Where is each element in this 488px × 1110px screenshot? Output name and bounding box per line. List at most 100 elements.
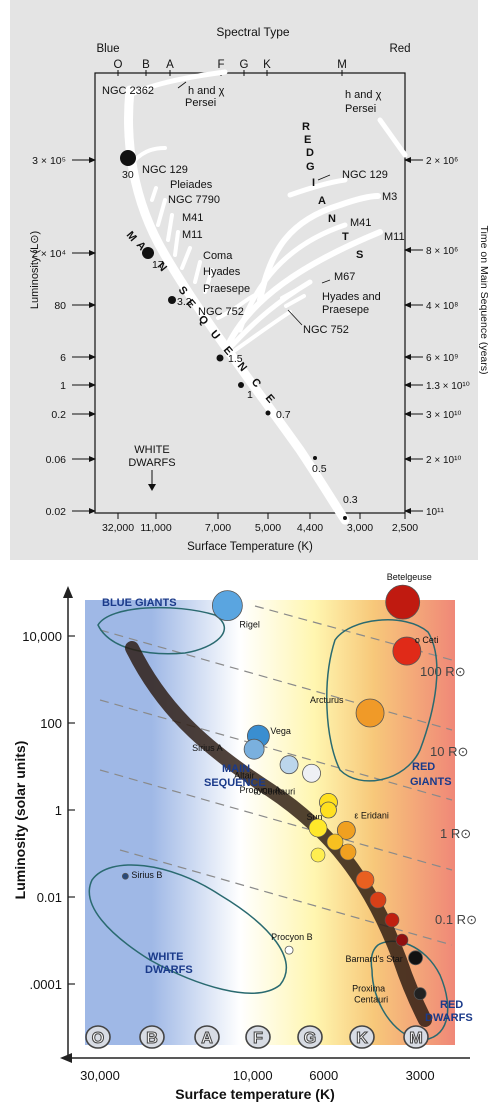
radius-line-2 — [99, 699, 453, 801]
spectral-class-b: B — [146, 1030, 158, 1047]
white-dwarfs-label-2: DWARFS — [128, 457, 175, 469]
lifetime-tick-4: 1.3 × 10¹⁰ — [426, 381, 470, 392]
radius-line-3 — [99, 769, 453, 871]
temperature-tick-4-400: 4,400 — [297, 522, 323, 534]
label-ngc-752-left: NGC 752 — [198, 306, 244, 318]
lifetime-tick-0: 2 × 10⁶ — [426, 156, 458, 167]
label-m11-right: M11 — [384, 231, 405, 243]
label-leaders — [177, 81, 331, 326]
label-ngc-752-right: NGC 752 — [303, 324, 349, 336]
spectral-class-o: O — [92, 1030, 104, 1047]
radius-line-1 — [99, 629, 453, 731]
spectral-class-k: K — [356, 1030, 368, 1047]
spectral-type-o: O — [114, 59, 123, 71]
white-dwarfs-outline — [88, 864, 287, 994]
white-dwarfs-label-2: DWARFS — [145, 964, 193, 976]
leader-ngc-129 — [317, 174, 331, 181]
luminosity-arrowhead-6 — [89, 456, 96, 462]
red-dwarfs-label-1: RED — [440, 999, 463, 1011]
red-giants-letter-5: A — [318, 195, 326, 207]
spectral-class-a: A — [201, 1030, 213, 1047]
luminosity-tick-4: 1 — [60, 380, 66, 392]
track-m11-right — [225, 229, 383, 348]
cluster-tracks — [124, 69, 408, 525]
luminosity-arrowhead-1 — [89, 250, 96, 256]
mass-points: 30 17 3.2 1.5 1 0.7 0.5 0.3 — [120, 150, 358, 520]
track-hyades-praesepe-a — [280, 286, 302, 300]
right-axis-label: Time on Main Sequence (years) — [478, 225, 488, 374]
star-label-sun: Sun — [306, 812, 322, 822]
main-sequence-dot-1 — [326, 833, 344, 851]
leader-m67 — [321, 279, 331, 284]
track-coma — [180, 246, 192, 270]
hr-diagram-panel: 100 R⊙ 10 R⊙ 1 R⊙ 0.1 R⊙ Rigel Betelgeuse ο C… — [0, 560, 488, 1105]
luminosity-arrowhead-7 — [89, 508, 96, 514]
lifetime-arrowhead-1 — [404, 247, 411, 253]
blue-label: Blue — [96, 43, 119, 55]
temperature-tick-6000: 6000 — [309, 1068, 338, 1083]
mass-point-1 — [238, 382, 244, 388]
label-coma: Coma — [203, 250, 233, 262]
region-labels: BLUE GIANTS MAIN SEQUENCE RED GIANTS WHI… — [102, 597, 473, 1024]
luminosity-tick-4: .0001 — [29, 977, 62, 992]
spectral-type-b: B — [142, 59, 150, 71]
star-arcturus — [355, 698, 385, 728]
red-giants-letter-4: I — [312, 177, 315, 189]
star-procyon-b — [284, 945, 294, 955]
leader-ngc-752 — [287, 309, 303, 326]
luminosity-tick-0: 10,000 — [22, 629, 62, 644]
main-sequence-dot-0 — [308, 818, 328, 838]
star-label-proxima-2: Centauri — [354, 995, 388, 1005]
label-h-chi-persei-right-1: h and χ — [345, 89, 382, 101]
red-giants-label-1: RED — [412, 761, 435, 773]
mass-label-0-3: 0.3 — [343, 494, 358, 506]
radius-labels: 100 R⊙ 10 R⊙ 1 R⊙ 0.1 R⊙ — [420, 664, 477, 927]
track-ngc-129-right — [287, 177, 348, 198]
x-axis-label: Surface Temperature (K) — [187, 541, 313, 553]
main-sequence-dot-2 — [339, 843, 357, 861]
star-labels: Rigel Betelgeuse ο Ceti Arcturus Vega Sirius … — [131, 572, 438, 1005]
track-h-chi-persei-left — [127, 69, 228, 98]
lifetime-arrowhead-3 — [404, 354, 411, 360]
temperature-tick-11-000: 11,000 — [140, 522, 171, 534]
radius-label-1: 10 R⊙ — [430, 744, 468, 759]
y-axis-label: Luminosity (solar units) — [12, 741, 28, 900]
white-dwarfs-label-1: WHITE — [148, 951, 183, 963]
white-dwarfs-label-1: WHITE — [134, 444, 169, 456]
main-sequence-dot-3 — [355, 870, 375, 890]
spectral-class-badge-g — [297, 1025, 323, 1049]
track-ngc-7790 — [156, 198, 167, 227]
mass-label-30: 30 — [122, 169, 134, 181]
red-label: Red — [389, 43, 410, 55]
label-ngc-129-left: NGC 129 — [142, 164, 188, 176]
track-m11-left — [173, 230, 180, 257]
luminosity-tick-2: 80 — [54, 300, 66, 312]
track-praesepe — [203, 268, 214, 294]
spectral-type-k: K — [263, 59, 271, 71]
spectral-type-f: F — [217, 59, 224, 71]
label-hyades-and: Hyades and — [322, 291, 381, 303]
track-m3 — [257, 193, 381, 303]
temperature-tick-30-000: 30,000 — [80, 1068, 120, 1083]
label-ngc-2362: NGC 2362 — [102, 85, 154, 97]
spectral-class-g: G — [304, 1030, 316, 1047]
star-label-procyon-a: Procyon A — [240, 785, 281, 795]
spectral-class-badge-k — [349, 1025, 375, 1049]
lifetime-tick-7: 10¹¹ — [426, 507, 444, 518]
mass-point-0-7 — [265, 410, 271, 416]
radius-label-2: 1 R⊙ — [440, 826, 471, 841]
star-markers — [121, 584, 427, 1001]
star-eridani — [336, 820, 356, 840]
temperature-tick-3-000: 3,000 — [347, 522, 373, 534]
label-ngc-7790: NGC 7790 — [168, 194, 220, 206]
track-m41-right — [237, 222, 348, 333]
main-sequence-track — [124, 85, 350, 525]
temperature-ticks: 32,000 11,000 7,000 5,000 4,400 3,000 2,500 — [102, 513, 418, 534]
lifetime-tick-3: 6 × 10⁹ — [426, 353, 458, 364]
spectral-class-badge-b — [139, 1025, 165, 1049]
label-pleiades: Pleiades — [170, 179, 213, 191]
spectral-class-badge-m — [403, 1025, 429, 1049]
star-procyon-a — [302, 763, 321, 783]
mass-point-30 — [120, 150, 136, 166]
